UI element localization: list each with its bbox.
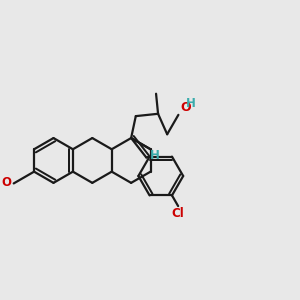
Text: H: H — [186, 98, 195, 110]
Text: O: O — [180, 101, 190, 114]
Text: H: H — [150, 149, 160, 162]
Text: O: O — [2, 176, 12, 189]
Text: Cl: Cl — [172, 207, 184, 220]
